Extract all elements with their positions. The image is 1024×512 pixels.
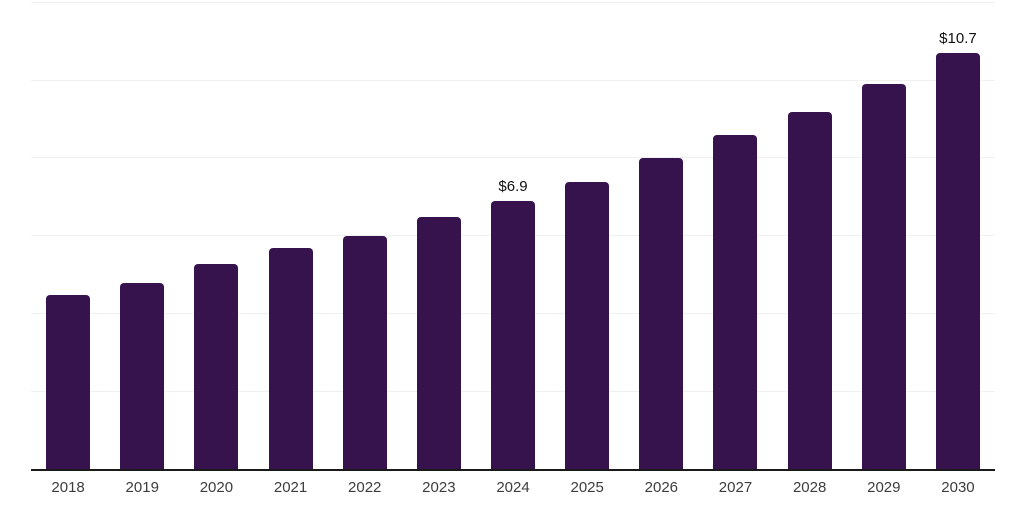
x-tick-2021: 2021 — [273, 479, 308, 496]
x-tick-2024: 2024 — [496, 479, 530, 496]
bar-2024 — [491, 201, 536, 470]
bar-slot-2021 — [253, 0, 327, 470]
bar-2027 — [713, 135, 758, 470]
x-tick-2028: 2028 — [792, 479, 827, 496]
bar-2028 — [787, 111, 832, 470]
value-label-2024: $6.9 — [498, 178, 528, 196]
bar-2030 — [935, 53, 980, 470]
bar-slot-2028 — [773, 0, 847, 470]
x-tick-2026: 2026 — [644, 479, 679, 496]
x-axis-line — [31, 469, 995, 471]
bar-slot-2023 — [402, 0, 476, 470]
bar-2022 — [342, 236, 387, 470]
bar-slot-2025 — [550, 0, 624, 470]
x-axis-tick-labels: 2018 2019 2020 2021 2022 2023 2024 2025 2026 2027… — [31, 479, 995, 496]
bar-slot-2026 — [624, 0, 698, 470]
x-tick-2027: 2027 — [718, 479, 753, 496]
bar-2019 — [120, 283, 165, 470]
bars-layer: $6.9 $10.7 — [31, 0, 995, 470]
bar-2026 — [639, 158, 684, 470]
x-tick-2019: 2019 — [125, 479, 159, 496]
bar-slot-2024: $6.9 — [476, 0, 550, 470]
x-tick-2029: 2029 — [867, 479, 901, 496]
x-tick-2020: 2020 — [199, 479, 234, 496]
bar-2023 — [416, 216, 461, 470]
gridline-10 — [31, 79, 995, 81]
bar-slot-2022 — [328, 0, 402, 470]
bar-2025 — [565, 181, 610, 470]
gridline-12 — [31, 1, 995, 3]
value-label-2030: $10.7 — [939, 30, 977, 48]
x-tick-2023: 2023 — [422, 479, 456, 496]
plot-area: $6.9 $10.7 — [31, 0, 995, 471]
bar-slot-2029 — [847, 0, 921, 470]
gridline-8 — [31, 157, 995, 159]
bar-slot-2018 — [31, 0, 105, 470]
bar-slot-2020 — [179, 0, 253, 470]
x-tick-2022: 2022 — [348, 479, 382, 496]
bar-slot-2027 — [698, 0, 772, 470]
bar-slot-2019 — [105, 0, 179, 470]
bar-2021 — [268, 248, 313, 470]
bar-2020 — [194, 263, 239, 470]
x-tick-2018: 2018 — [51, 479, 85, 496]
x-tick-2030: 2030 — [941, 479, 975, 496]
bar-slot-2030: $10.7 — [921, 0, 995, 470]
x-tick-2025: 2025 — [570, 479, 604, 496]
bar-2018 — [46, 294, 91, 470]
bar-2029 — [861, 84, 906, 470]
